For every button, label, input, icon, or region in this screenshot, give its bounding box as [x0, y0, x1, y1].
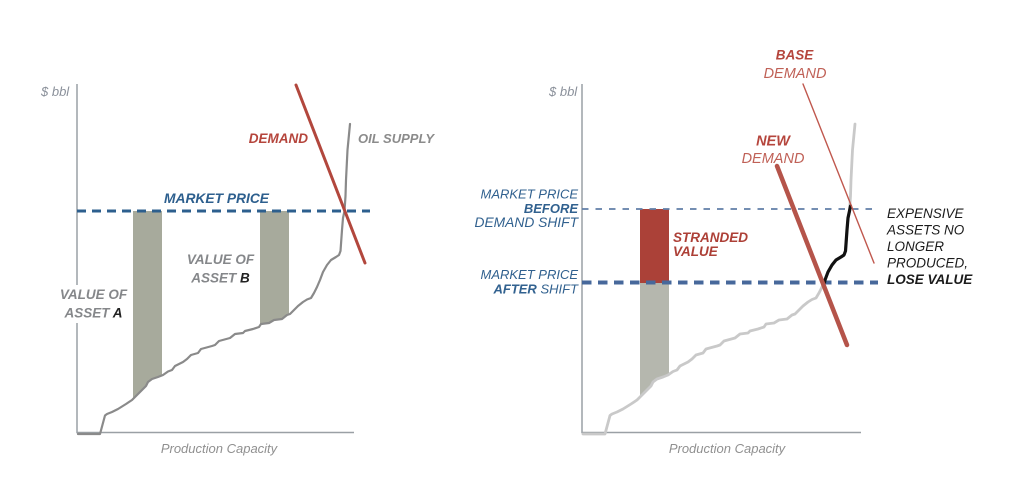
svg-text:VALUE: VALUE: [673, 244, 719, 259]
svg-text:BASE: BASE: [776, 48, 815, 63]
svg-text:$ bbl: $ bbl: [548, 84, 578, 99]
svg-text:PRODUCED,: PRODUCED,: [887, 256, 968, 271]
svg-text:Production Capacity: Production Capacity: [669, 441, 787, 456]
svg-text:LONGER: LONGER: [887, 239, 944, 254]
svg-text:ASSET A: ASSET A: [63, 306, 122, 321]
svg-text:LOSE VALUE: LOSE VALUE: [887, 272, 973, 287]
svg-text:ASSETS NO: ASSETS NO: [886, 223, 965, 238]
svg-text:EXPENSIVE: EXPENSIVE: [887, 206, 965, 221]
svg-text:AFTER SHIFT: AFTER SHIFT: [492, 282, 579, 297]
svg-text:DEMAND: DEMAND: [249, 131, 308, 146]
svg-text:VALUE OF: VALUE OF: [187, 252, 255, 267]
svg-text:OIL SUPPLY: OIL SUPPLY: [358, 131, 435, 146]
svg-text:Production Capacity: Production Capacity: [161, 441, 279, 456]
svg-text:DEMAND SHIFT: DEMAND SHIFT: [475, 215, 580, 230]
svg-text:MARKET PRICE: MARKET PRICE: [480, 187, 578, 202]
svg-text:MARKET PRICE: MARKET PRICE: [480, 267, 578, 282]
svg-text:DEMAND: DEMAND: [764, 66, 827, 82]
svg-text:VALUE OF: VALUE OF: [60, 287, 128, 302]
svg-text:MARKET PRICE: MARKET PRICE: [164, 191, 270, 206]
svg-text:DEMAND: DEMAND: [742, 151, 805, 167]
svg-text:$ bbl: $ bbl: [40, 84, 70, 99]
svg-text:BEFORE: BEFORE: [524, 201, 579, 216]
svg-text:ASSET B: ASSET B: [190, 271, 250, 286]
svg-text:STRANDED: STRANDED: [673, 230, 748, 245]
svg-text:NEW: NEW: [756, 134, 791, 150]
